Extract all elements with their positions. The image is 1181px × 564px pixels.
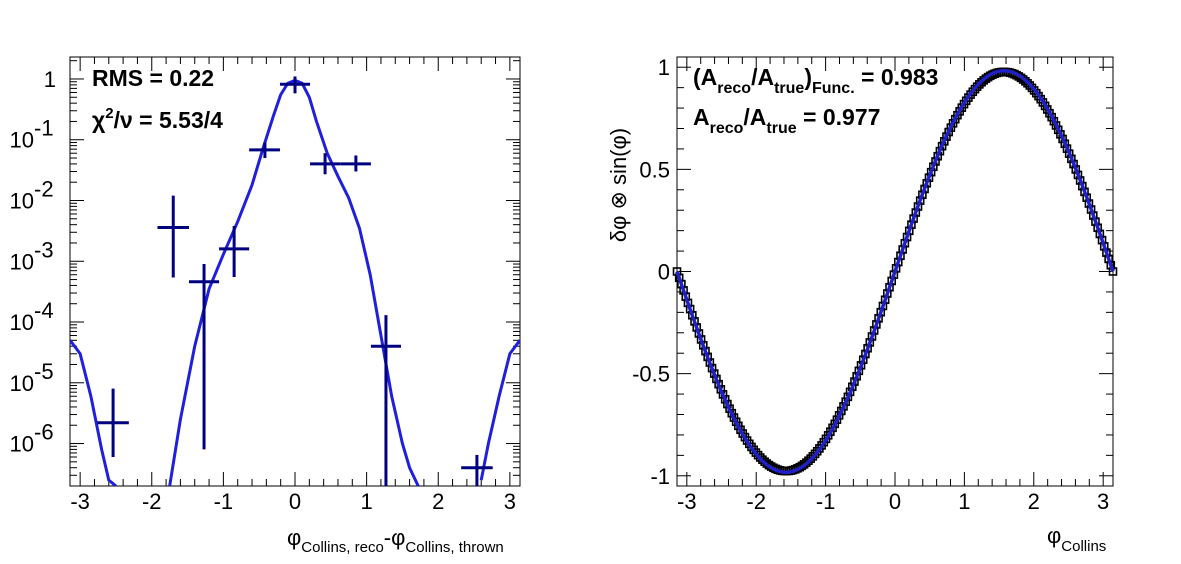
- left-x-tick-label: 1: [360, 489, 372, 514]
- right-y-axis-title: δφ ⊗ sin(φ): [606, 128, 631, 242]
- left-y-tick-exponent: -3: [34, 237, 54, 262]
- func-ratio-stat: (Areco/Atrue)Func. = 0.983: [693, 64, 938, 97]
- left-x-axis-title: φCollins, reco-φCollins, thrown: [287, 525, 504, 556]
- left-y-tick-exponent: -5: [34, 359, 54, 384]
- left-y-tick-exponent: -1: [34, 116, 54, 141]
- left-y-tick-exponent: -4: [34, 298, 54, 323]
- chi-exponent: 2: [105, 105, 113, 122]
- left-x-tick-label: -3: [70, 489, 90, 514]
- right-x-tick-label: 2: [1028, 489, 1040, 514]
- left-data-point: [310, 153, 341, 175]
- left-data-point: [249, 142, 280, 159]
- right-x-tick-label: -2: [746, 489, 766, 514]
- left-y-tick-label: 10: [10, 432, 34, 457]
- left-x-tick-label: 0: [289, 489, 301, 514]
- reco-mid: /A: [743, 104, 766, 130]
- right-chart-panel: -3 -2 -1 0 1 2 3 1 0.5 0 -0.5 -1: [632, 55, 1118, 514]
- func-sub-func: Func.: [812, 80, 855, 97]
- right-y-tick-label: -1: [650, 464, 670, 489]
- reco-value: = 0.977: [797, 104, 881, 130]
- func-value: = 0.983: [855, 64, 939, 90]
- right-x-title-sub: Collins: [1061, 538, 1106, 555]
- func-close: ): [804, 64, 812, 90]
- left-fit-curve-group: [70, 78, 520, 486]
- right-x-tick-label: 0: [889, 489, 901, 514]
- left-y-tick-label: 10: [10, 188, 34, 213]
- right-x-tick-label: -1: [816, 489, 836, 514]
- chi-rest: /ν = 5.53/4: [114, 107, 224, 133]
- func-mid: /A: [751, 64, 774, 90]
- left-fit-curve-segment: [70, 339, 117, 486]
- reco-sub-true: true: [766, 120, 796, 137]
- reco-sub-reco: reco: [710, 120, 744, 137]
- left-x-title-main2: -φ: [384, 525, 406, 550]
- left-x-title-main1: φ: [287, 525, 301, 550]
- left-x-title-sub1: Collins, reco: [301, 539, 384, 556]
- left-data-point: [340, 155, 371, 172]
- left-y-tick-label: 10: [10, 371, 34, 396]
- right-y-tick-label: 0: [658, 260, 670, 285]
- left-data-point: [370, 315, 401, 486]
- left-y-tick-exponent: -6: [34, 420, 54, 445]
- left-x-title-sub2: Collins, thrown: [405, 539, 503, 556]
- left-x-tick-label: -1: [214, 489, 234, 514]
- chi-symbol: χ: [92, 107, 106, 133]
- func-sub-reco: reco: [717, 80, 751, 97]
- reco-ratio-stat: Areco/Atrue = 0.977: [693, 104, 880, 137]
- left-y-tick-label: 10: [10, 128, 34, 153]
- left-y-tick-exponent: -2: [34, 176, 54, 201]
- left-x-tick-label: -2: [142, 489, 162, 514]
- left-x-tick-label: 3: [504, 489, 516, 514]
- right-x-tick-label: 3: [1097, 489, 1109, 514]
- rms-stat: RMS = 0.22: [92, 65, 214, 91]
- right-x-title-main: φ: [1047, 523, 1061, 548]
- left-fit-curve-segment: [479, 339, 520, 481]
- left-data-point: [189, 264, 220, 450]
- right-function-curve: [675, 68, 1115, 475]
- left-data-point: [97, 388, 129, 458]
- right-x-tick-label: -3: [677, 489, 697, 514]
- left-x-tick-label: 2: [432, 489, 444, 514]
- right-y-tick-label: 1: [658, 55, 670, 80]
- func-sub-true: true: [774, 80, 804, 97]
- right-y-tick-label: -0.5: [632, 362, 670, 387]
- chi2-stat: χ2/ν = 5.53/4: [92, 105, 223, 133]
- left-y-tick-label: 10: [10, 249, 34, 274]
- reco-a: A: [693, 104, 710, 130]
- left-y-tick-label: 1: [44, 67, 56, 92]
- func-open: (A: [693, 64, 717, 90]
- right-y-tick-label: 0.5: [639, 157, 670, 182]
- left-data-point: [219, 226, 250, 278]
- right-x-tick-label: 1: [958, 489, 970, 514]
- left-data-point: [279, 76, 311, 94]
- left-data-point: [157, 195, 190, 278]
- right-x-axis-title: φCollins: [1047, 523, 1106, 555]
- left-y-tick-label: 10: [10, 310, 34, 335]
- left-data-point: [461, 454, 493, 486]
